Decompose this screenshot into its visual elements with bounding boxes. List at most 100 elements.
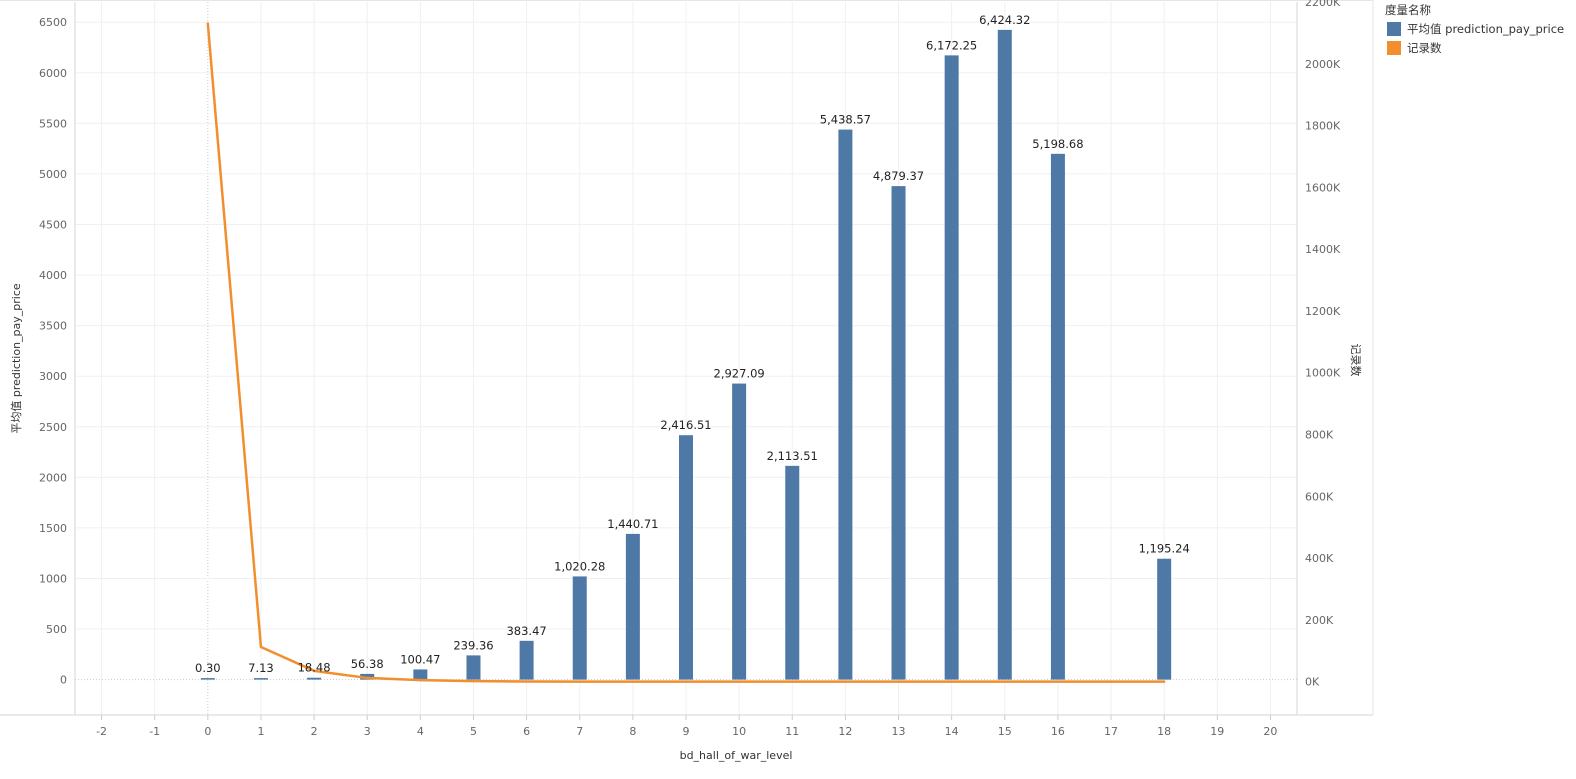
bar-data-label: 239.36 [453,638,493,652]
x-tick-label: 19 [1210,725,1224,738]
legend-swatch [1387,22,1401,36]
y-left-tick-label: 500 [46,623,67,636]
x-tick-label: 20 [1263,725,1277,738]
y-left-tick-label: 5500 [39,117,67,130]
y-left-tick-label: 3500 [39,320,67,333]
axes: -2 -1 0 1 2 3 4 5 6 7 8 9 10 11 12 13 14 15 16 17 18 19 200500… [0,0,1374,762]
y-left-tick-label: 2000 [39,471,67,484]
data-labels: 0.30 7.13 18.48 56.38 100.47 239.36 383.47 1,02… [195,13,1190,675]
legend-swatch [1387,41,1401,55]
bar [1157,558,1172,680]
bar [307,677,322,680]
y-right-tick-label: 200K [1305,614,1334,627]
y-right-tick-label: 600K [1305,490,1334,503]
bar [253,678,268,680]
bar-data-label: 1,020.28 [554,559,605,573]
bar-series [200,29,1172,680]
x-tick-label: 10 [732,725,746,738]
bar-data-label: 2,113.51 [767,449,818,463]
y-left-tick-label: 4500 [39,218,67,231]
y-left-tick-label: 4000 [39,269,67,282]
y-right-tick-label: 2200K [1305,0,1341,9]
bar [997,29,1012,680]
bar [466,655,481,680]
bar-data-label: 4,879.37 [873,169,924,183]
bar [891,186,906,680]
bar-data-label: 6,424.32 [979,13,1030,27]
bar [413,669,428,680]
x-tick-label: 11 [785,725,799,738]
y-right-tick-label: 800K [1305,428,1334,441]
x-axis-title: bd_hall_of_war_level [680,749,793,762]
y-left-tick-label: 5000 [39,168,67,181]
bar-data-label: 0.30 [195,661,221,675]
y-left-tick-label: 1000 [39,572,67,585]
y-left-tick-label: 1500 [39,522,67,535]
line-series [206,22,1166,683]
bar [200,678,215,680]
x-tick-label: 5 [470,725,477,738]
bar [625,533,640,680]
y-right-tick-label: 400K [1305,552,1334,565]
line-path [206,22,1166,683]
bar-data-label: 5,438.57 [820,113,871,127]
y-right-tick-label: 1400K [1305,243,1341,256]
x-tick-label: 4 [417,725,424,738]
x-tick-label: -1 [149,725,160,738]
bar [732,383,747,680]
x-tick-label: 18 [1157,725,1171,738]
x-tick-label: 16 [1051,725,1065,738]
bar [1050,153,1065,680]
x-tick-label: 2 [311,725,318,738]
bar [572,576,587,680]
x-tick-label: 7 [576,725,583,738]
x-tick-label: 13 [892,725,906,738]
y-right-tick-label: 1800K [1305,120,1341,133]
x-tick-label: 0 [204,725,211,738]
bar-data-label: 100.47 [400,652,440,666]
x-tick-label: 17 [1104,725,1118,738]
y-right-tick-label: 1600K [1305,181,1341,194]
y-left-tick-label: 3000 [39,370,67,383]
y-right-tick-label: 0K [1305,676,1320,689]
legend-label: 平均值 prediction_pay_price [1407,22,1564,36]
legend-label: 记录数 [1407,41,1442,55]
x-tick-label: 3 [364,725,371,738]
y-left-tick-label: 0 [60,674,67,687]
x-tick-label: 14 [945,725,959,738]
y-right-axis-title: 记录数 [1349,344,1362,377]
bar-data-label: 7.13 [248,661,274,675]
x-tick-label: 15 [998,725,1012,738]
bar [838,129,853,680]
y-left-tick-label: 6500 [39,16,67,29]
bar-data-label: 1,195.24 [1139,542,1190,556]
bar-data-label: 2,927.09 [714,367,765,381]
y-left-tick-label: 6000 [39,67,67,80]
x-tick-label: 6 [523,725,530,738]
bar-data-label: 56.38 [351,657,384,671]
bar [944,55,959,680]
bar [679,435,693,680]
y-left-axis-title: 平均值 prediction_pay_price [10,283,23,434]
bar-data-label: 383.47 [506,624,546,638]
y-right-tick-label: 1200K [1305,305,1341,318]
x-tick-label: 12 [838,725,852,738]
x-tick-label: 1 [257,725,264,738]
bar [519,640,534,680]
y-right-tick-label: 2000K [1305,58,1341,71]
legend-title: 度量名称 [1385,3,1431,17]
bar-data-label: 5,198.68 [1032,137,1083,151]
bar [785,465,800,680]
bar-data-label: 18.48 [298,661,331,675]
y-right-tick-label: 1000K [1305,367,1341,380]
x-tick-label: 9 [683,725,690,738]
x-tick-label: -2 [96,725,107,738]
bar-data-label: 2,416.51 [660,418,711,432]
bar-data-label: 1,440.71 [607,517,658,531]
y-left-tick-label: 2500 [39,421,67,434]
bar-data-label: 6,172.25 [926,38,977,52]
x-tick-label: 8 [629,725,636,738]
